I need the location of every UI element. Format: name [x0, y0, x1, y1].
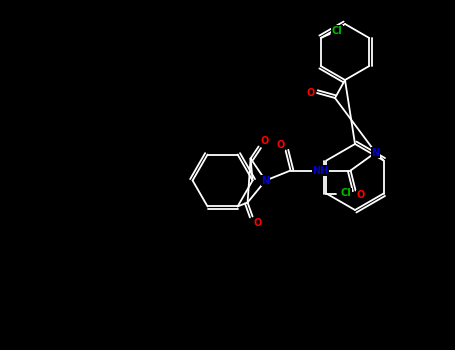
Text: O: O — [307, 88, 315, 98]
Text: O: O — [253, 217, 262, 228]
Text: Cl: Cl — [331, 26, 342, 36]
Text: N: N — [372, 147, 379, 158]
Text: O: O — [356, 190, 365, 201]
Text: O: O — [260, 136, 269, 147]
Text: O: O — [277, 140, 285, 150]
Text: N: N — [262, 175, 270, 186]
Text: Cl: Cl — [340, 189, 351, 198]
Text: NH: NH — [313, 166, 329, 175]
